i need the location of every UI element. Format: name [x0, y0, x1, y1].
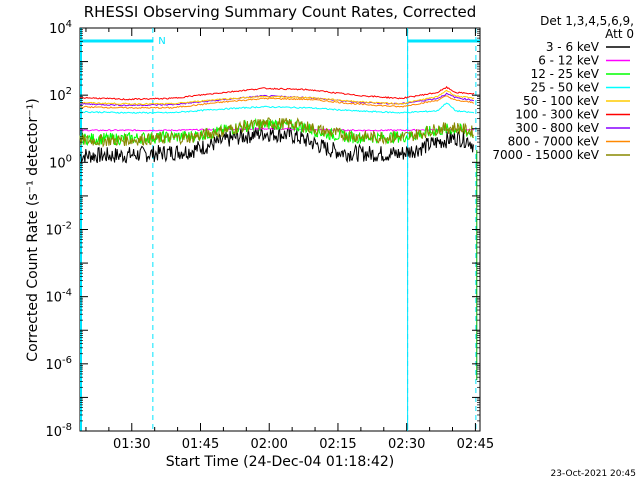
series-line-3 [79, 102, 475, 114]
y-tick-label: 10-2 [45, 221, 72, 239]
series-line-5 [79, 85, 475, 101]
x-tick-label: 02:15 [319, 437, 356, 452]
series-line-0 [79, 126, 474, 164]
y-tick-label: 104 [49, 19, 72, 37]
y-tick-label: 10-8 [45, 422, 72, 440]
legend-label: 25 - 50 keV [531, 81, 600, 95]
series-lines [79, 85, 475, 164]
y-axis-label: Corrected Count Rate (s⁻¹ detector⁻¹) [25, 98, 41, 361]
legend-header: Att 0 [605, 27, 634, 41]
x-tick-label: 02:00 [250, 437, 287, 452]
x-tick-label: 01:30 [113, 437, 150, 452]
chart-title: RHESSI Observing Summary Count Rates, Co… [84, 3, 477, 21]
legend-header: Det 1,3,4,5,6,9, [540, 14, 634, 28]
series-line-7 [79, 95, 475, 109]
y-tick-label: 102 [49, 86, 72, 104]
legend-label: 100 - 300 keV [515, 108, 599, 122]
x-tick-label: 01:45 [182, 437, 219, 452]
x-tick-label: 02:30 [388, 437, 425, 452]
legend-label: 7000 - 15000 keV [492, 148, 599, 162]
x-axis-label: Start Time (24-Dec-04 01:18:42) [166, 454, 394, 470]
y-tick-label: 10-4 [45, 288, 72, 306]
legend-label: 3 - 6 keV [546, 40, 600, 54]
x-tick-label: 02:45 [457, 437, 494, 452]
series-line-8 [79, 117, 474, 148]
footer-date: 23-Oct-2021 20:45 [551, 469, 636, 479]
plot-area: N 01:30 01:45 02:00 02:15 02:30 02:45 1041021… [45, 19, 494, 452]
x-axis-ticks: 01:30 01:45 02:00 02:15 02:30 02:45 [85, 28, 494, 452]
y-tick-label: 10-6 [45, 355, 72, 373]
legend-label: 300 - 800 keV [515, 121, 599, 135]
legend-label: 6 - 12 keV [538, 54, 600, 68]
y-axis-ticks: 104 102 100 10-2 10-4 10-6 10-8 [45, 19, 480, 440]
legend-label: 12 - 25 keV [531, 67, 600, 81]
series-line-4 [79, 89, 475, 106]
legend-label: 800 - 7000 keV [508, 135, 600, 149]
y-tick-label: 100 [49, 153, 72, 171]
legend-label: 50 - 100 keV [523, 94, 600, 108]
night-label: N [158, 36, 165, 47]
series-line-2 [79, 117, 474, 146]
